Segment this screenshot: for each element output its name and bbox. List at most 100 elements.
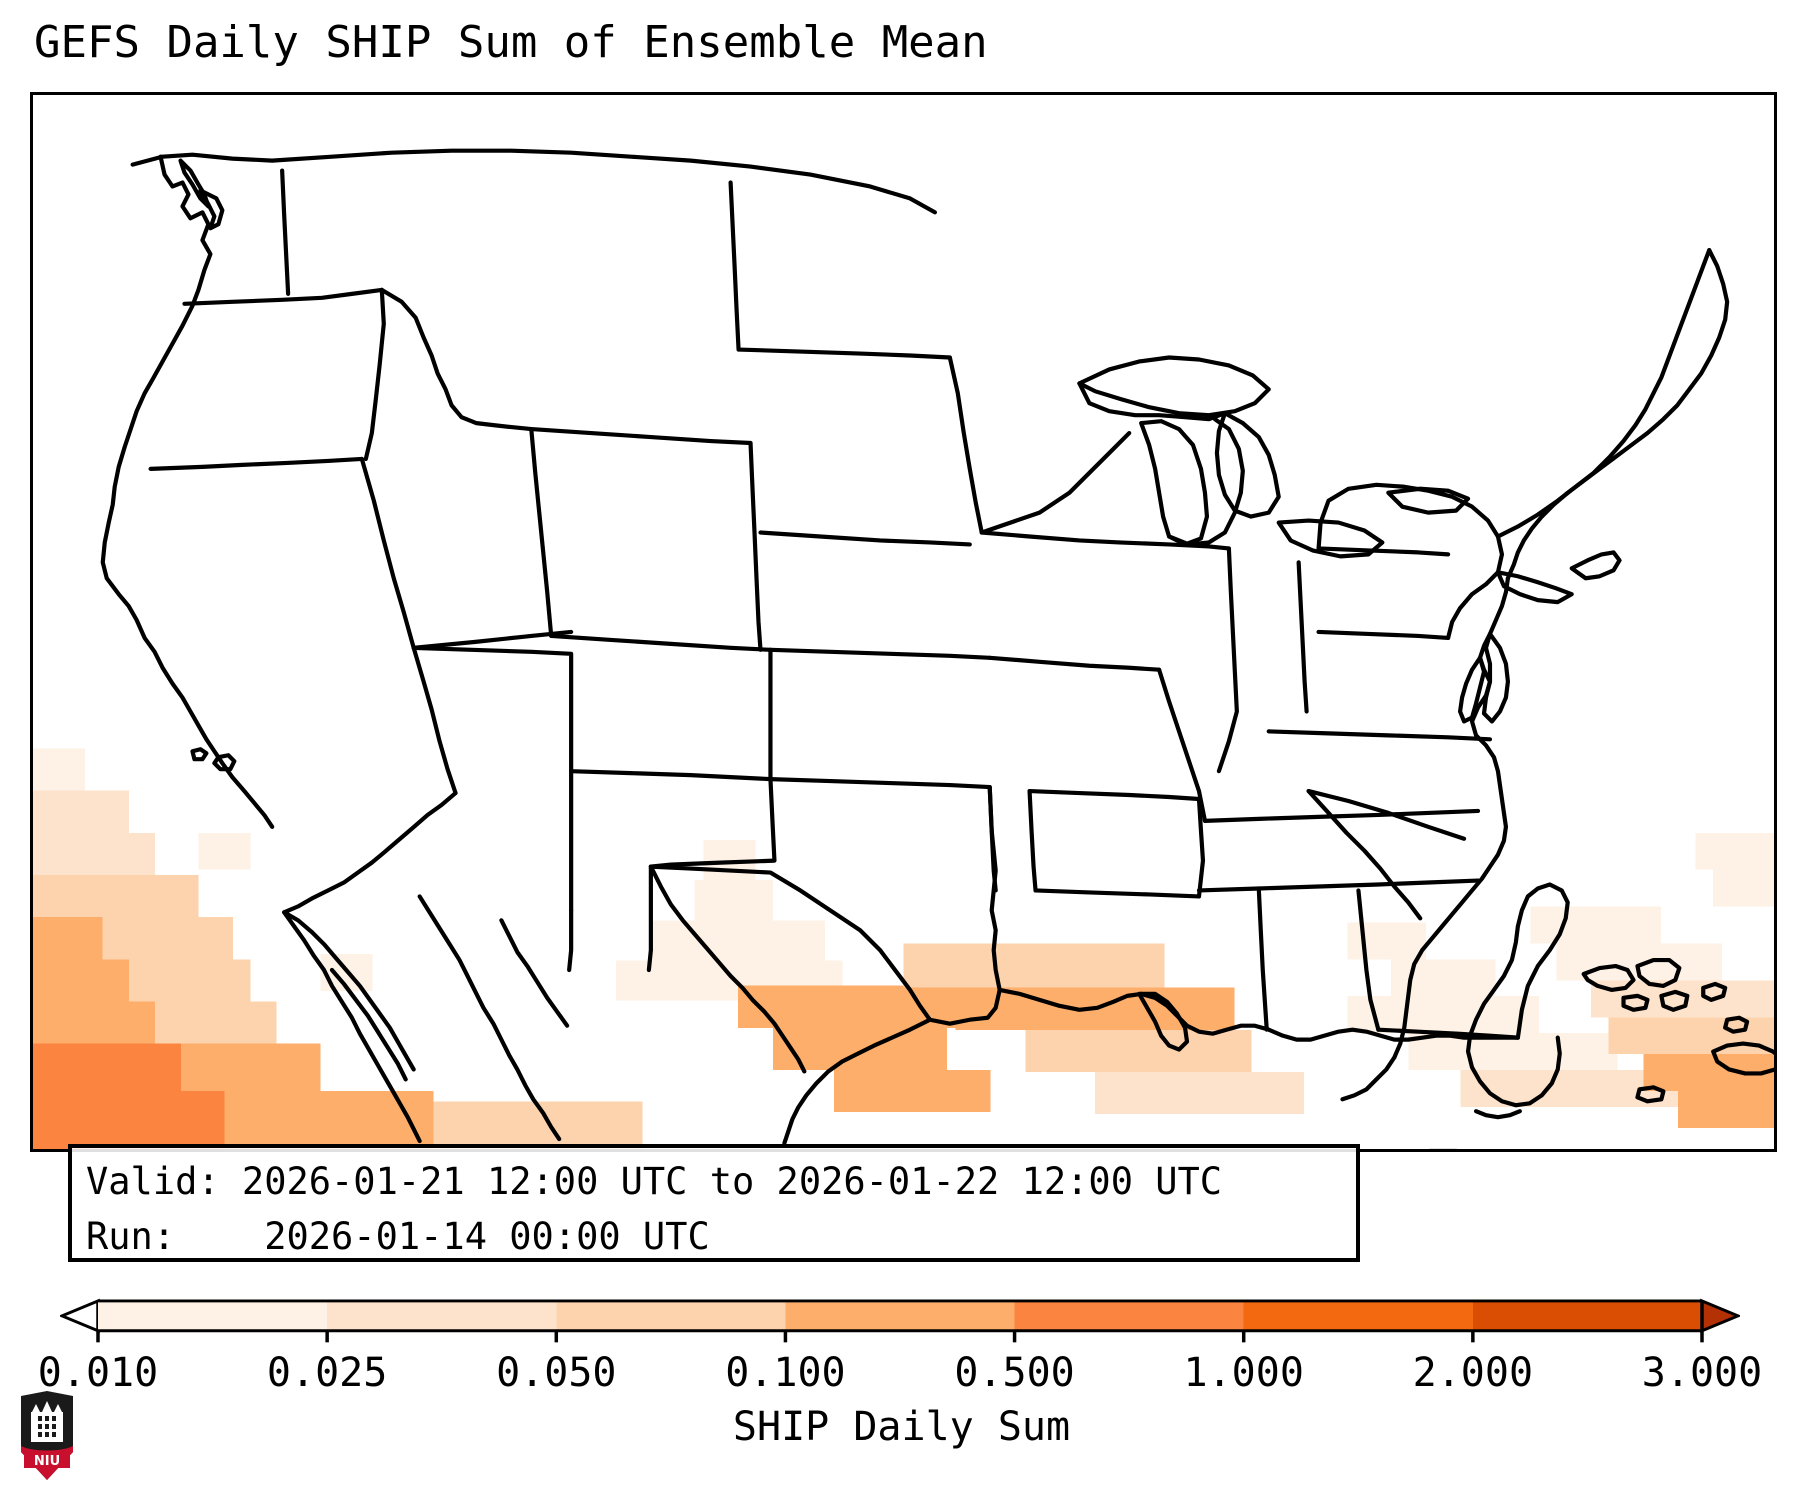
texas-gulf-coast [782,1017,933,1146]
new-england [1495,248,1712,539]
ship-grid-cell [33,1043,181,1092]
nv-ut-border [411,629,574,650]
ship-grid-cell [694,880,773,921]
colorbar-tick-label: 3.000 [1641,1350,1763,1396]
wy-co-border [549,633,773,652]
pacific-coast [100,154,275,829]
wy-id-border [529,427,554,639]
ship-grid-cell [33,1001,155,1044]
ship-grid-cell [903,943,1165,988]
guadalupe-island [212,753,237,772]
colorbar-tick-labels: 0.010 0.025 0.050 0.100 0.500 1.000 2.000 3.000 [0,1340,1803,1400]
mexico-interior [499,918,570,1028]
sd-ne-border [758,530,972,547]
niu-banner-text: NIU [34,1454,60,1469]
gulf-coast-la-ms-al [997,987,1520,1042]
va-nc-border [1266,729,1493,742]
ca-az-border [282,790,458,915]
atlantic-coast [1340,576,1511,1102]
channel-islands [190,747,209,762]
michigan-lower-peninsula [1166,417,1245,547]
pa-md-border [1316,629,1451,640]
mt-wy-border [529,427,753,446]
ship-grid-cell [102,917,234,960]
tower-windows [38,1416,56,1437]
lake-superior [1077,355,1271,418]
ship-grid-cell [33,959,129,1002]
colorbar-under-arrow [60,1298,100,1334]
ship-grid-cell [154,1001,277,1044]
wa-or-border [182,287,384,306]
rio-grande [648,864,807,1074]
texas-outline [648,784,1002,1026]
al-ga-border [1356,888,1381,1032]
michigan-upper-peninsula [1077,381,1227,422]
ship-grid-cell [33,1091,225,1149]
or-ca-border [148,456,364,471]
colorbar-band [785,1300,1016,1331]
ship-grid-cell [180,1043,321,1092]
bahamas-1 [1581,963,1636,992]
long-island [1495,570,1574,605]
mexico-west-coast [417,894,562,1142]
colorbar-band [327,1300,557,1331]
colorbar-over-arrow [1700,1298,1740,1334]
ship-grid-cell [1095,1072,1304,1115]
wa-id-top [280,168,291,296]
turks-caicos [1723,1015,1750,1034]
nc-sc-border [1306,788,1467,841]
valid-run-infobox: Valid: 2026-01-21 12:00 UTC to 2026-01-2… [68,1144,1360,1262]
bahamas-2 [1635,957,1682,989]
ship-grid-cell [33,917,103,960]
colorbar[interactable] [60,1296,1740,1344]
ship-shading-layer [33,748,1774,1149]
valid-line: Valid: 2026-01-21 12:00 UTC to 2026-01-2… [86,1160,1223,1203]
ar-ms-border [1196,796,1206,899]
cape-cod [1569,550,1622,581]
geography-layer [100,148,1774,1149]
lake-huron [1214,411,1281,519]
lake-erie [1276,518,1385,559]
florida-outline [1465,882,1570,1108]
colorbar-axis-label: SHIP Daily Sum [732,1404,1071,1450]
colorbar-gradient[interactable] [60,1296,1740,1344]
nd-mn-border [947,355,984,535]
lake-michigan [1139,419,1210,547]
tn-ms-al-border [1196,878,1481,893]
colorbar-tick-label: 0.100 [725,1350,846,1396]
baja-california [282,910,422,1144]
in-oh-border [1296,560,1309,714]
run-line: Run: 2026-01-14 00:00 UTC [86,1215,710,1258]
page-title: GEFS Daily SHIP Sum of Ensemble Mean [34,17,988,68]
mo-ar-border [1027,788,1202,802]
gulf-of-california [329,967,408,1082]
coastlines-and-borders [100,148,1774,1149]
ca-nv-border [359,456,458,796]
mississippi-delta [1137,991,1190,1052]
ship-grid-cell [33,832,155,875]
mt-nd-border [728,180,741,352]
colorbar-tick-label: 0.025 [266,1350,388,1396]
ky-tn-border [1202,808,1481,823]
map-panel[interactable] [30,92,1777,1152]
colorbar-band [1243,1300,1474,1331]
ship-grid-cell [1678,1091,1774,1128]
vancouver-island [178,158,211,209]
niu-banner [24,1452,70,1468]
colorbar-band [556,1300,787,1331]
colorbar-tick-label: 0.050 [496,1350,617,1396]
colorbar-tick-label: 0.500 [954,1350,1075,1396]
ship-grid-cell [198,832,251,870]
colorbar-band [1472,1300,1703,1331]
nd-sd-border [736,347,952,360]
ship-grid-cell [33,790,129,833]
ia-mo-border [987,655,1162,672]
colorbar-band [98,1300,328,1331]
nm-tx-border [646,777,777,973]
colorbar-tick-label: 1.000 [1183,1350,1304,1396]
ship-grid-cell [33,748,86,791]
ks-ok-border [768,777,992,790]
chesapeake-bay [1457,655,1487,724]
ny-pa-border [1316,546,1451,557]
or-id-border [363,287,386,462]
